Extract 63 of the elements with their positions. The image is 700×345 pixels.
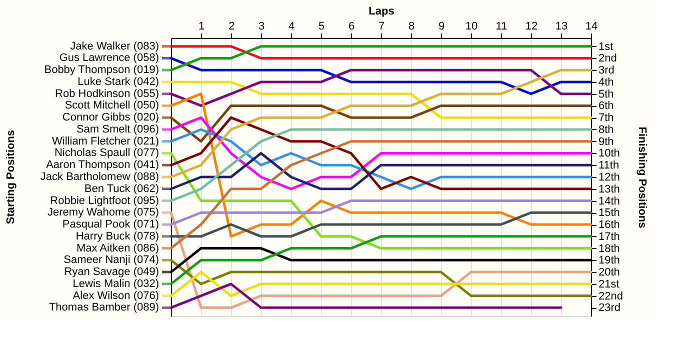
legend-label: Thomas Bamber (089) [48, 302, 159, 314]
y-tick-label: 15th [598, 207, 620, 220]
legend-label: Sam Smelt (096) [76, 123, 159, 136]
x-tick-label: 2 [228, 20, 235, 32]
legend-label: Alex Wilson (076) [72, 290, 159, 302]
y-tick-label: 14th [598, 195, 620, 208]
legend-label: Jack Bartholomew (088) [40, 171, 159, 183]
legend-label: Rob Hodkinson (055) [55, 88, 159, 100]
y-axis-title: Finishing Positions [636, 126, 648, 228]
x-tick-label: 6 [348, 20, 355, 32]
legend-label: Pasqual Pook (071) [62, 218, 159, 231]
y-tick-label: 12th [598, 172, 620, 184]
legend-label: Aaron Thompson (041) [46, 159, 159, 172]
y-tick-label: 22nd [598, 290, 623, 302]
legend-label: Max Aitken (086) [76, 242, 159, 254]
y-tick-label: 21st [598, 278, 620, 290]
legend-label: Luke Stark (042) [78, 76, 159, 88]
x-tick-label: 8 [408, 20, 415, 32]
x-tick-label: 5 [318, 20, 325, 32]
y-tick-label: 6th [598, 100, 614, 112]
x-axis-title: Laps [368, 6, 394, 18]
legend-label: Sameer Nanji (074) [64, 254, 159, 266]
y-tick-label: 3rd [598, 64, 614, 77]
y-tick-label: 9th [598, 136, 614, 148]
legend-label: Robbie Lightfoot (095) [50, 194, 159, 207]
legend-label: Connor Gibbs (020) [62, 112, 159, 124]
x-tick-label: 10 [465, 20, 478, 32]
x-tick-label: 1 [198, 20, 205, 32]
x-tick-label: 3 [258, 20, 265, 32]
y-tick-label: 18th [598, 242, 620, 255]
x-tick-label: 11 [496, 20, 508, 32]
legend-label: Lewis Malin (032) [72, 278, 159, 290]
y-tick-label: 2nd [598, 52, 617, 65]
text: Starting Positions [5, 130, 17, 224]
y-tick-label: 13th [598, 183, 620, 196]
legend-label: Ben Tuck (062) [84, 182, 159, 195]
y-tick-label: 20th [598, 266, 620, 279]
y-tick-label: 8th [598, 124, 614, 136]
y-tick-label: 19th [598, 254, 620, 267]
legend-label: Jake Walker (083) [70, 40, 159, 52]
y-tick-label: 17th [598, 230, 620, 243]
x-tick-label: 13 [555, 20, 568, 32]
y-tick-label: 11th [598, 160, 620, 172]
y-tick-label: 16th [598, 219, 620, 232]
x-tick-label: 9 [438, 20, 445, 32]
y-tick-label: 5th [598, 88, 614, 100]
legend-label: Gus Lawrence (058) [59, 52, 159, 64]
legend-label: Jeremy Wahome (075) [48, 206, 159, 219]
x-tick-label: 14 [585, 20, 598, 32]
x-tick-label: 12 [525, 20, 538, 32]
y-tick-label: 1st [598, 40, 614, 53]
legend-label: Ryan Savage (049) [64, 266, 159, 278]
legend-label: William Fletcher (021) [52, 135, 159, 148]
y-tick-label: 7th [598, 112, 614, 124]
legend-label: Nicholas Spaull (077) [54, 147, 159, 160]
legend-label: Bobby Thompson (019) [44, 64, 159, 76]
x-tick-label: 4 [288, 20, 295, 32]
y-tick-label: 23rd [598, 302, 621, 314]
legend-label: Harry Buck (078) [76, 230, 159, 242]
y-tick-label: 10th [598, 148, 620, 160]
legend-label: Scott Mitchell (050) [64, 100, 159, 112]
y-tick-label: 4th [598, 76, 614, 88]
x-tick-label: 7 [378, 20, 385, 32]
